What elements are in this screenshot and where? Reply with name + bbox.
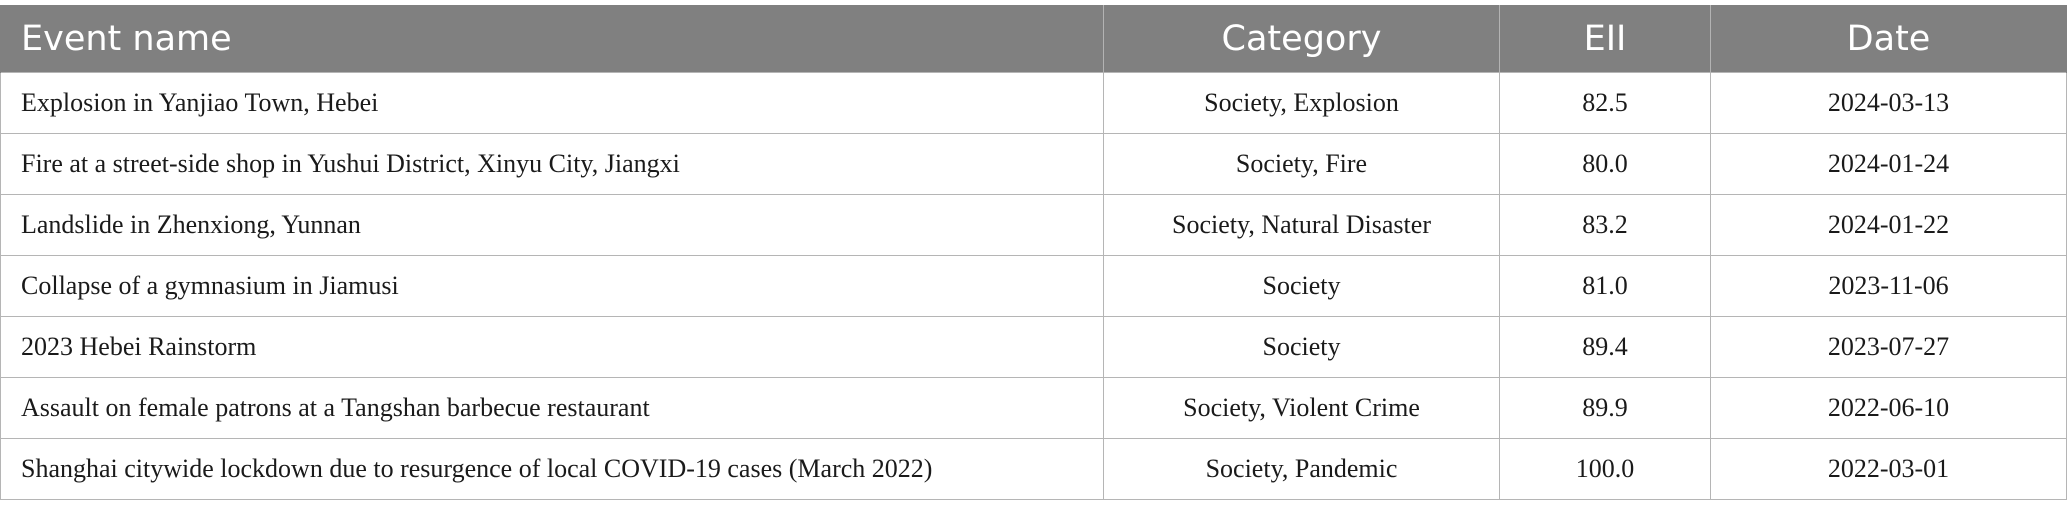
cell-category: Society, Violent Crime: [1103, 377, 1500, 439]
cell-eii: 81.0: [1499, 255, 1711, 317]
cell-eii: 89.9: [1499, 377, 1711, 439]
table-row: 2023 Hebei Rainstorm Society 89.4 2023-0…: [0, 316, 2067, 378]
cell-date: 2023-07-27: [1710, 316, 2067, 378]
table-body: Explosion in Yanjiao Town, Hebei Society…: [0, 72, 2067, 500]
cell-eii: 80.0: [1499, 133, 1711, 195]
header-event-name: Event name: [0, 5, 1104, 73]
cell-date: 2022-06-10: [1710, 377, 2067, 439]
table-row: Shanghai citywide lockdown due to resurg…: [0, 438, 2067, 500]
cell-event-name: Landslide in Zhenxiong, Yunnan: [0, 194, 1104, 256]
cell-category: Society: [1103, 255, 1500, 317]
table-row: Assault on female patrons at a Tangshan …: [0, 377, 2067, 439]
events-table-container: Event name Category EII Date Explosion i…: [0, 5, 2067, 500]
cell-category: Society, Explosion: [1103, 72, 1500, 134]
table-row: Fire at a street-side shop in Yushui Dis…: [0, 133, 2067, 195]
header-category: Category: [1103, 5, 1500, 73]
cell-category: Society, Natural Disaster: [1103, 194, 1500, 256]
table-row: Explosion in Yanjiao Town, Hebei Society…: [0, 72, 2067, 134]
cell-date: 2023-11-06: [1710, 255, 2067, 317]
cell-date: 2024-03-13: [1710, 72, 2067, 134]
cell-event-name: Fire at a street-side shop in Yushui Dis…: [0, 133, 1104, 195]
cell-eii: 100.0: [1499, 438, 1711, 500]
header-date: Date: [1710, 5, 2067, 73]
cell-date: 2024-01-24: [1710, 133, 2067, 195]
cell-event-name: 2023 Hebei Rainstorm: [0, 316, 1104, 378]
cell-event-name: Shanghai citywide lockdown due to resurg…: [0, 438, 1104, 500]
cell-event-name: Assault on female patrons at a Tangshan …: [0, 377, 1104, 439]
cell-event-name: Explosion in Yanjiao Town, Hebei: [0, 72, 1104, 134]
header-eii: EII: [1499, 5, 1711, 73]
table-row: Landslide in Zhenxiong, Yunnan Society, …: [0, 194, 2067, 256]
table-header: Event name Category EII Date: [0, 5, 2067, 73]
header-row: Event name Category EII Date: [0, 5, 2067, 73]
cell-category: Society: [1103, 316, 1500, 378]
cell-eii: 89.4: [1499, 316, 1711, 378]
cell-event-name: Collapse of a gymnasium in Jiamusi: [0, 255, 1104, 317]
cell-eii: 82.5: [1499, 72, 1711, 134]
cell-date: 2022-03-01: [1710, 438, 2067, 500]
cell-date: 2024-01-22: [1710, 194, 2067, 256]
table-row: Collapse of a gymnasium in Jiamusi Socie…: [0, 255, 2067, 317]
cell-eii: 83.2: [1499, 194, 1711, 256]
cell-category: Society, Pandemic: [1103, 438, 1500, 500]
events-table: Event name Category EII Date Explosion i…: [0, 5, 2067, 500]
cell-category: Society, Fire: [1103, 133, 1500, 195]
